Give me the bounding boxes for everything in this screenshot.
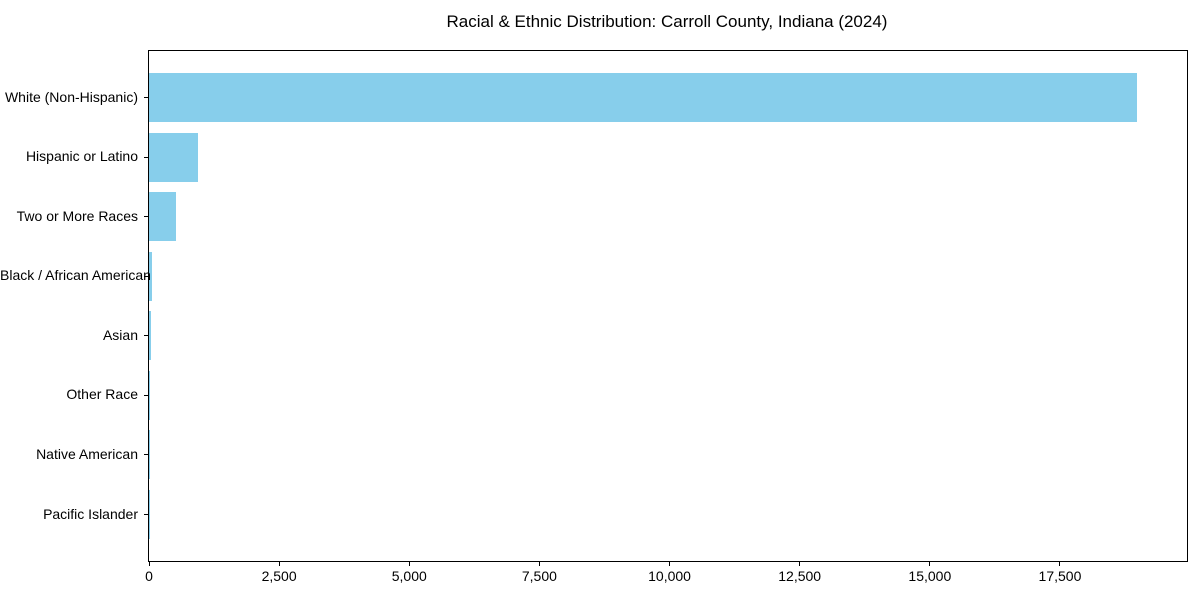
x-tick-label: 0 [145, 568, 153, 584]
bar [149, 132, 198, 182]
x-tick-label: 15,000 [908, 568, 952, 584]
bar [149, 192, 177, 242]
y-tick-label: Black / African American [0, 267, 151, 284]
y-tick-label: Other Race [66, 386, 138, 403]
x-tick-label: 10,000 [648, 568, 691, 584]
y-tick-mark [144, 394, 148, 396]
y-tick-mark [144, 454, 148, 456]
y-tick-mark [144, 514, 148, 515]
x-tick-mark [929, 562, 931, 566]
x-tick-mark [669, 562, 671, 566]
y-tick-label: Asian [102, 326, 138, 343]
x-tick-label: 2,500 [261, 568, 297, 584]
y-tick-label: White (Non-Hispanic) [4, 88, 138, 105]
x-tick-mark [799, 562, 801, 566]
chart-title: Racial & Ethnic Distribution: Carroll Co… [446, 12, 888, 31]
y-tick-label: Native American [36, 445, 138, 462]
x-tick-mark [148, 562, 150, 566]
y-tick-mark [144, 335, 148, 337]
y-tick-mark [144, 156, 148, 158]
y-tick-mark [144, 97, 148, 98]
y-tick-label: Hispanic or Latino [25, 148, 138, 165]
x-tick-mark [1059, 562, 1061, 566]
bar [149, 251, 153, 301]
bar [149, 311, 151, 361]
bar [149, 370, 150, 420]
x-tick-label: 12,500 [778, 568, 822, 584]
x-tick-mark [408, 562, 410, 566]
x-tick-mark [278, 562, 280, 566]
x-tick-label: 5,000 [391, 568, 427, 584]
y-tick-label: Pacific Islander [43, 505, 138, 522]
x-tick-label: 17,500 [1038, 568, 1082, 584]
x-tick-label: 7,500 [521, 568, 557, 584]
bar [149, 73, 1138, 122]
plot-area: 0 2,500 5,000 7,500 10,000 12,500 15,000 17,500 [144, 50, 1188, 584]
x-tick-mark [538, 562, 540, 566]
y-tick-mark [144, 216, 148, 218]
y-tick-label: Two or More Races [16, 207, 138, 224]
y-tick-mark [144, 275, 148, 277]
